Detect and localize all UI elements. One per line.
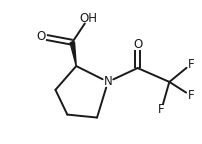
Polygon shape [70,42,76,66]
Text: O: O [36,30,45,43]
Text: F: F [188,58,195,71]
Text: O: O [133,38,142,51]
Text: N: N [104,75,112,88]
Text: F: F [188,89,195,102]
Text: OH: OH [79,12,97,25]
Text: F: F [158,103,165,116]
